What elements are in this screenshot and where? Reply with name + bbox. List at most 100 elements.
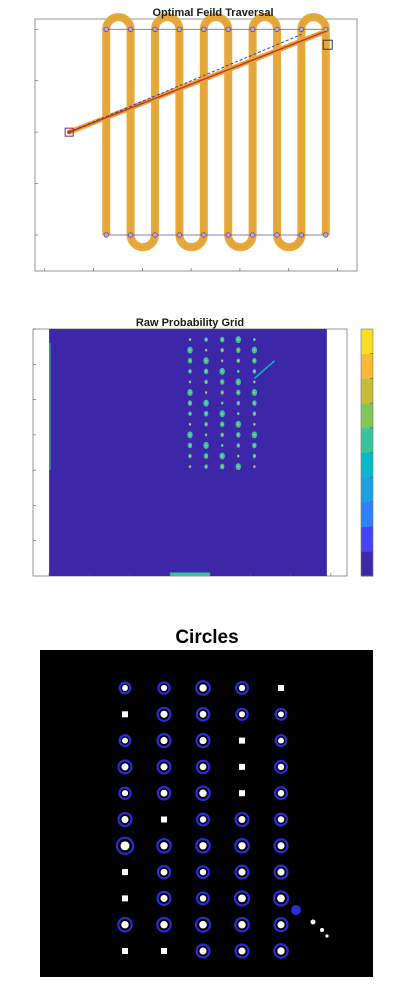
blob: [121, 921, 129, 929]
hotspot-core: [189, 338, 191, 341]
detected-circle: [156, 837, 172, 854]
detected-circle: [195, 733, 211, 749]
undetected-blob: [239, 790, 245, 797]
blob: [121, 763, 129, 771]
hotspot-core: [253, 370, 256, 373]
blob: [160, 763, 168, 771]
traversal-path-dotted: [105, 16, 327, 248]
blob: [199, 710, 207, 718]
detected-circle: [274, 786, 289, 801]
blob: [277, 921, 285, 929]
undetected-blob: [161, 948, 167, 954]
detected-circle: [117, 811, 133, 828]
detected-circle: [156, 706, 172, 722]
hotspot-core: [253, 423, 256, 426]
colorbar-segment: [361, 452, 373, 478]
lane-node: [225, 232, 231, 238]
blob: [199, 920, 207, 929]
blob: [238, 842, 246, 850]
hotspot-core: [189, 402, 191, 404]
blob: [310, 919, 316, 925]
hotspot-core: [221, 444, 224, 447]
colorbar-segment: [361, 477, 373, 503]
detected-circle: [115, 836, 135, 856]
detected-circle: [117, 759, 133, 775]
hotspot-core: [237, 412, 240, 415]
traversal-axes-box: [34, 18, 358, 272]
undetected-blob: [122, 895, 128, 902]
hotspot-core: [237, 423, 240, 426]
hotspot-core: [189, 444, 191, 447]
hotspot-core: [253, 455, 256, 457]
bottom-strip: [169, 572, 211, 576]
hotspot-core: [205, 444, 207, 447]
lane-node: [127, 232, 134, 238]
blob: [277, 763, 285, 771]
hotspot-core: [253, 434, 256, 436]
detected-circle: [156, 864, 172, 880]
detected-circle: [118, 681, 132, 695]
undetected-blob: [161, 816, 167, 823]
blob: [238, 815, 246, 824]
detected-circle: [273, 917, 289, 933]
hotspot-core: [205, 381, 207, 383]
blob: [277, 868, 285, 876]
blob: [199, 868, 207, 876]
detected-circle: [274, 759, 289, 774]
detected-circle: [291, 905, 301, 915]
lane-node: [274, 232, 280, 238]
detected-circle: [195, 707, 211, 722]
hotspot-core: [205, 465, 207, 468]
hotspot-core: [221, 423, 224, 426]
hotspot-core: [221, 359, 224, 362]
blob: [160, 789, 168, 797]
detected-circle: [273, 864, 289, 880]
blob: [160, 921, 168, 929]
detected-circle: [195, 759, 211, 775]
detected-circle: [273, 943, 289, 959]
traversal-chart-title: Optimal Feild Traversal: [152, 7, 273, 19]
probability-chart: Raw Probability Grid: [32, 317, 374, 577]
hotspot-core: [205, 455, 207, 457]
hotspot-core: [189, 412, 191, 415]
hotspot-core: [189, 349, 191, 351]
undetected-blob: [239, 737, 245, 744]
end-marker: [322, 39, 333, 50]
blob: [238, 711, 246, 718]
detected-circle: [196, 812, 211, 827]
hotspot-core: [189, 423, 191, 426]
colorbar-segment: [361, 551, 373, 577]
blob: [160, 684, 168, 692]
blob: [199, 789, 207, 797]
hotspot-core: [189, 381, 191, 383]
hotspot-core: [253, 412, 256, 415]
blob: [121, 815, 129, 824]
blob: [199, 895, 207, 902]
hotspot-core: [205, 338, 207, 341]
detected-circle: [273, 838, 289, 854]
hotspot-core: [237, 465, 240, 468]
blob: [199, 842, 207, 850]
colorbar-segment: [361, 403, 373, 429]
blob: [122, 685, 128, 691]
hotspot-core: [205, 370, 207, 373]
detected-circle: [195, 785, 211, 802]
blob: [238, 894, 246, 903]
detected-circle: [156, 733, 172, 749]
lane-node: [249, 26, 256, 32]
detected-circle: [195, 943, 211, 959]
blob: [277, 894, 285, 903]
lane-node: [298, 26, 305, 32]
blob: [199, 947, 207, 955]
hotspot-core: [205, 349, 207, 351]
hotspot-core: [205, 391, 207, 394]
detected-circle: [195, 680, 211, 696]
hotspot-core: [253, 359, 256, 362]
hotspot-core: [221, 434, 224, 436]
detected-circle: [156, 916, 172, 933]
circles-chart-title: Circles: [175, 627, 238, 648]
transit-line: [68, 30, 327, 133]
hotspot-core: [253, 465, 256, 468]
detected-circle: [234, 811, 250, 828]
blob: [160, 894, 168, 902]
